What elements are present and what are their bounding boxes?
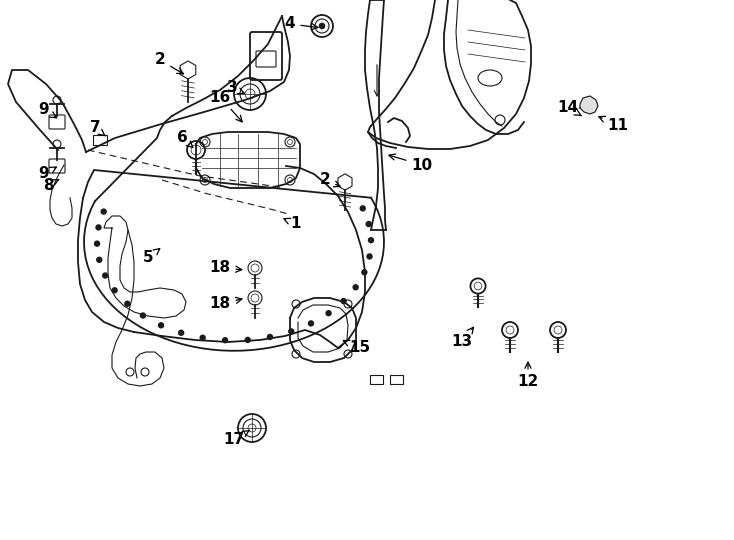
Text: 17: 17 bbox=[223, 430, 250, 448]
Text: 8: 8 bbox=[43, 178, 59, 192]
Text: 1: 1 bbox=[284, 217, 301, 232]
Circle shape bbox=[112, 288, 117, 293]
Text: 18: 18 bbox=[209, 296, 242, 312]
Circle shape bbox=[222, 338, 228, 343]
Circle shape bbox=[353, 285, 358, 290]
Polygon shape bbox=[580, 96, 598, 114]
Circle shape bbox=[368, 238, 374, 242]
Text: 9: 9 bbox=[39, 103, 57, 118]
Circle shape bbox=[159, 323, 164, 328]
Circle shape bbox=[362, 270, 367, 275]
Circle shape bbox=[308, 321, 313, 326]
Text: 18: 18 bbox=[209, 260, 241, 275]
Text: 6: 6 bbox=[177, 131, 193, 147]
Circle shape bbox=[341, 299, 346, 303]
Circle shape bbox=[95, 241, 100, 246]
Text: 16: 16 bbox=[209, 90, 242, 122]
Circle shape bbox=[200, 335, 206, 340]
Text: 13: 13 bbox=[451, 327, 473, 349]
Text: 7: 7 bbox=[90, 120, 106, 136]
Text: 3: 3 bbox=[227, 80, 244, 96]
Text: 11: 11 bbox=[599, 116, 628, 132]
Circle shape bbox=[319, 23, 325, 29]
Text: 2: 2 bbox=[155, 52, 184, 74]
Text: 10: 10 bbox=[389, 154, 432, 172]
Circle shape bbox=[288, 329, 294, 334]
Circle shape bbox=[245, 338, 250, 342]
Circle shape bbox=[97, 258, 102, 262]
Circle shape bbox=[101, 209, 106, 214]
Circle shape bbox=[96, 225, 101, 230]
Text: 14: 14 bbox=[557, 100, 581, 116]
Text: 12: 12 bbox=[517, 362, 539, 389]
Circle shape bbox=[267, 334, 272, 340]
Text: 9: 9 bbox=[39, 166, 57, 181]
Text: 2: 2 bbox=[319, 172, 340, 187]
Text: 5: 5 bbox=[142, 248, 160, 266]
Circle shape bbox=[360, 206, 366, 211]
Text: 4: 4 bbox=[285, 17, 318, 31]
Circle shape bbox=[367, 254, 372, 259]
Circle shape bbox=[103, 273, 108, 278]
Circle shape bbox=[326, 310, 331, 316]
Circle shape bbox=[140, 313, 145, 318]
Circle shape bbox=[178, 330, 184, 335]
Text: 15: 15 bbox=[344, 340, 371, 355]
Circle shape bbox=[125, 301, 130, 306]
Circle shape bbox=[366, 221, 371, 227]
